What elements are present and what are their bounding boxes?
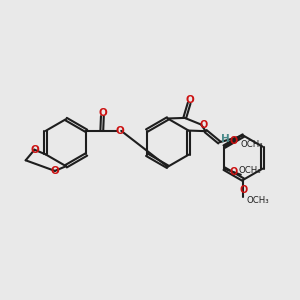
Text: O: O [200, 119, 208, 130]
Text: O: O [116, 126, 125, 136]
Text: O: O [50, 166, 59, 176]
Text: O: O [239, 185, 248, 195]
Text: O: O [99, 108, 107, 118]
Text: O: O [229, 136, 237, 146]
Text: O: O [185, 95, 194, 105]
Text: OCH₃: OCH₃ [239, 166, 262, 175]
Text: O: O [230, 167, 238, 177]
Text: H: H [221, 134, 230, 144]
Text: O: O [30, 145, 39, 155]
Text: OCH₃: OCH₃ [240, 140, 263, 149]
Text: OCH₃: OCH₃ [246, 196, 269, 206]
